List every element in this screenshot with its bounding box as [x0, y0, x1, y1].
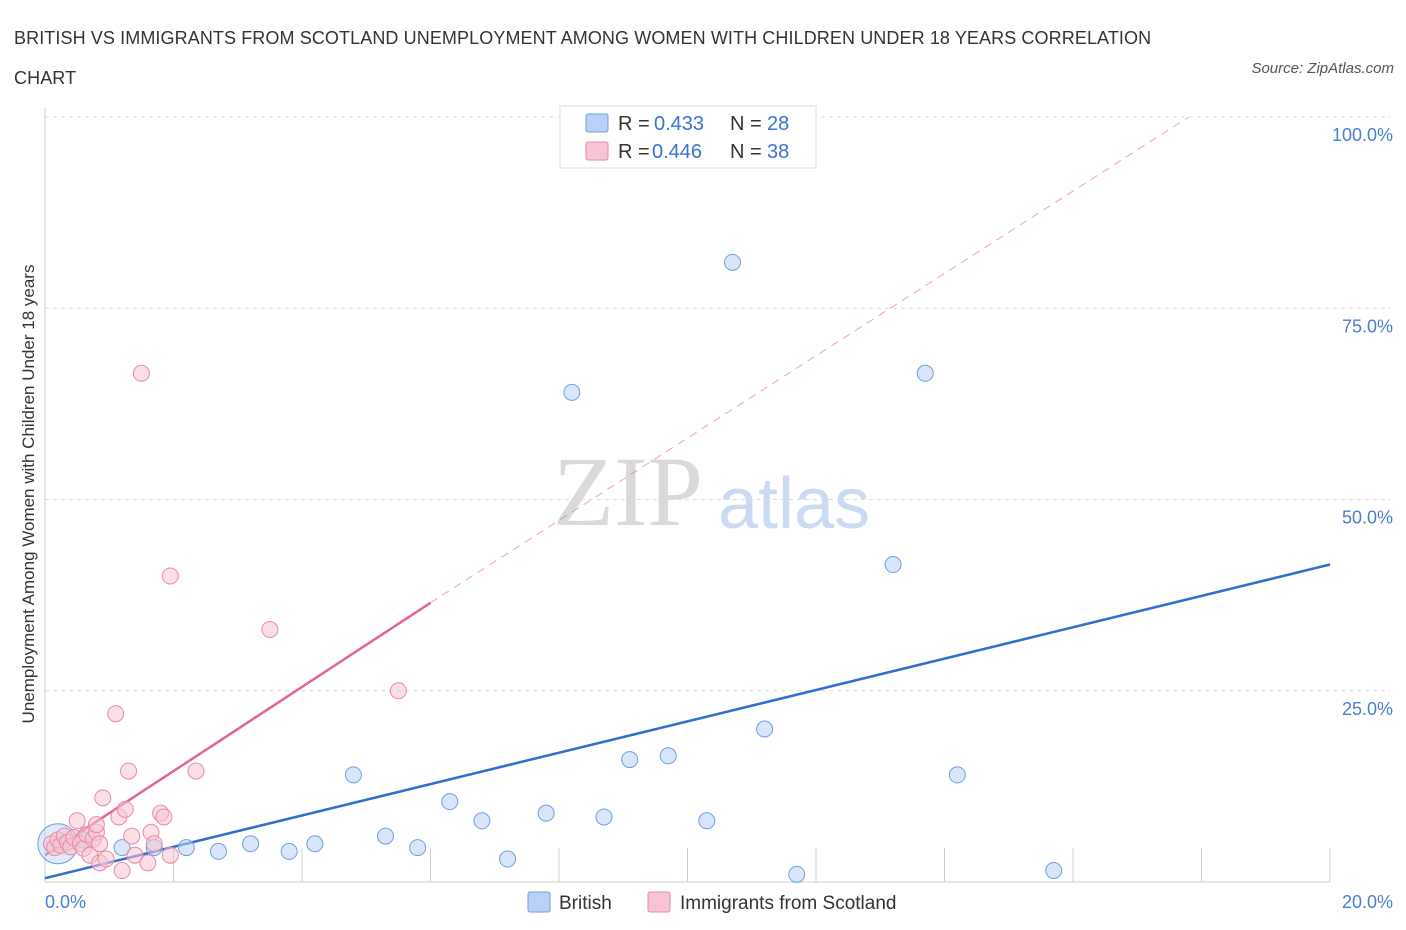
british-point-1 [113, 839, 131, 857]
y-tick-label-75: 75.0% [1342, 316, 1393, 336]
scotland-point-27 [132, 364, 150, 382]
scotland-point-36 [261, 621, 279, 639]
bottom-legend-scotland-swatch [647, 891, 671, 913]
british-point-17 [621, 751, 639, 769]
scotland-points [42, 364, 407, 880]
british-point-5 [242, 835, 260, 853]
scotland-point-37 [389, 682, 407, 700]
british-point-19 [698, 812, 716, 830]
legend-scotland-n-label: N = [730, 141, 762, 163]
scotland-point-18 [94, 789, 112, 807]
y-axis-title: Unemployment Among Women with Children U… [19, 265, 38, 724]
bottom-legend: British Immigrants from Scotland [527, 891, 896, 914]
british-point-9 [377, 827, 395, 845]
x-tick-label-max: 20.0% [1342, 892, 1393, 912]
scotland-trend-line [44, 601, 432, 857]
british-point-6 [280, 842, 298, 860]
scotland-point-25 [123, 827, 141, 845]
british-point-25 [948, 766, 966, 784]
scotland-point-19 [97, 850, 115, 868]
y-tick-labels: 25.0% 50.0% 75.0% 100.0% [1332, 125, 1393, 719]
y-tick-label-25: 25.0% [1342, 699, 1393, 719]
legend-scotland-swatch [585, 141, 609, 161]
british-point-26 [1045, 862, 1063, 880]
british-point-21 [756, 720, 774, 738]
british-point-8 [344, 766, 362, 784]
source-label: Source: ZipAtlas.com [1251, 60, 1394, 77]
bottom-legend-scotland-label: Immigrants from Scotland [680, 893, 896, 914]
legend-british-n-value: 28 [767, 113, 789, 135]
legend-british-r-value: 0.433 [654, 113, 704, 135]
scotland-point-17 [91, 835, 109, 853]
legend-box: R = 0.433 N = 28 R = 0.446 N = 38 [559, 105, 817, 169]
legend-british-swatch [585, 113, 609, 133]
legend-british-r-label: R = [618, 113, 650, 135]
scotland-point-26 [126, 846, 144, 864]
watermark-zip: ZIP [553, 436, 703, 547]
bottom-legend-british-swatch [527, 891, 551, 913]
legend-scotland-r-value: 0.446 [652, 141, 702, 163]
british-point-14 [537, 804, 555, 822]
scotland-point-8 [68, 812, 86, 830]
british-point-11 [441, 793, 459, 811]
chart-title: BRITISH VS IMMIGRANTS FROM SCOTLAND UNEM… [14, 28, 1152, 88]
british-point-22 [788, 865, 806, 883]
scotland-point-20 [107, 705, 125, 723]
scotland-point-30 [145, 835, 163, 853]
british-point-13 [499, 850, 517, 868]
scotland-point-33 [161, 846, 179, 864]
british-point-7 [306, 835, 324, 853]
british-point-23 [884, 556, 902, 574]
watermark-atlas: atlas [718, 464, 870, 544]
scotland-point-15 [87, 816, 105, 834]
legend-scotland-r-label: R = [618, 141, 650, 163]
legend-scotland-n-value: 38 [767, 141, 789, 163]
british-point-3 [177, 839, 195, 857]
british-point-15 [563, 383, 581, 401]
bottom-legend-british-label: British [559, 893, 612, 914]
scotland-point-24 [120, 762, 138, 780]
british-point-12 [473, 812, 491, 830]
british-points [37, 253, 1063, 883]
british-point-4 [209, 842, 227, 860]
x-tick-label-min: 0.0% [45, 892, 86, 912]
scotland-point-23 [116, 800, 134, 818]
trend-lines [44, 116, 1331, 880]
scotland-point-34 [161, 567, 179, 585]
british-point-18 [659, 747, 677, 765]
scotland-point-32 [155, 808, 173, 826]
scotland-point-22 [113, 862, 131, 880]
y-tick-label-50: 50.0% [1342, 508, 1393, 528]
british-trend-line [44, 563, 1331, 880]
scotland-point-35 [187, 762, 205, 780]
x-ticks [173, 848, 1331, 882]
y-tick-label-100: 100.0% [1332, 125, 1393, 145]
british-point-10 [409, 839, 427, 857]
grid [45, 116, 1390, 692]
british-point-24 [916, 364, 934, 382]
scotland-point-28 [139, 854, 157, 872]
british-point-20 [723, 253, 741, 271]
british-point-16 [595, 808, 613, 826]
scotland-trend-extension [430, 116, 1189, 604]
legend-british-n-label: N = [730, 113, 762, 135]
